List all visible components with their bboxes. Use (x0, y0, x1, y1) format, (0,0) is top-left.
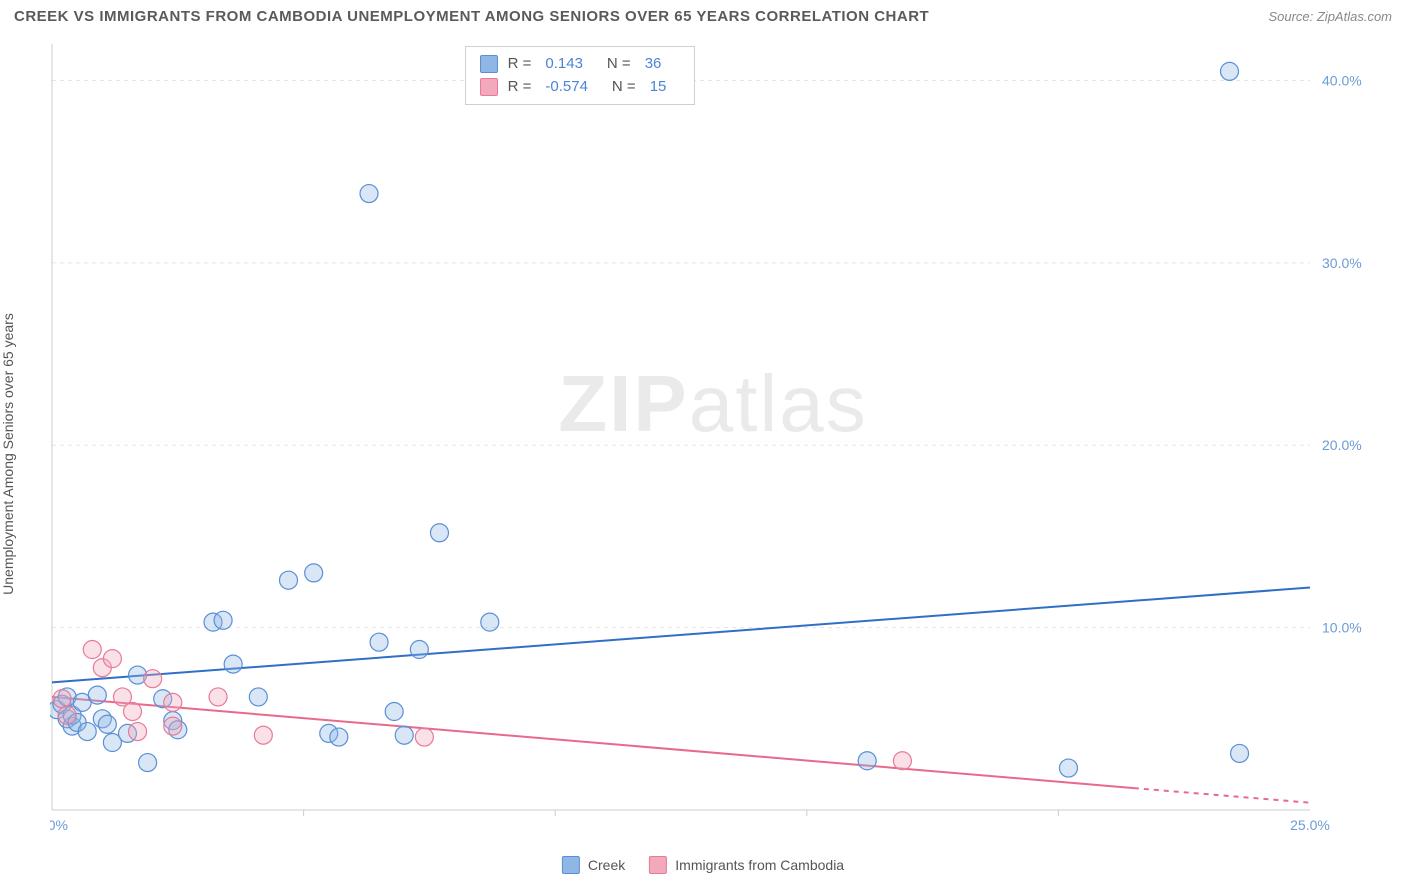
svg-text:40.0%: 40.0% (1322, 72, 1362, 88)
chart-header: CREEK VS IMMIGRANTS FROM CAMBODIA UNEMPL… (14, 8, 1392, 25)
svg-text:20.0%: 20.0% (1322, 437, 1362, 453)
correlation-stats-box: R =0.143N =36R =-0.574N =15 (465, 46, 696, 105)
y-axis-label: Unemployment Among Seniors over 65 years (0, 313, 16, 595)
svg-text:30.0%: 30.0% (1322, 255, 1362, 271)
chart-legend: Creek Immigrants from Cambodia (562, 856, 844, 874)
chart-title: CREEK VS IMMIGRANTS FROM CAMBODIA UNEMPL… (14, 8, 929, 25)
chart-plot-area: 10.0%20.0%30.0%40.0%0.0%25.0% ZIPatlas R… (50, 40, 1376, 832)
svg-text:0.0%: 0.0% (50, 817, 68, 832)
stats-row: R =0.143N =36 (480, 53, 681, 76)
scatter-chart-svg: 10.0% 20.0% 30.0% 40.0% 0.0% 25.0% (50, 40, 1376, 832)
svg-text:25.0%: 25.0% (1290, 817, 1330, 832)
source-attribution: Source: ZipAtlas.com (1268, 9, 1392, 24)
legend-swatch (649, 856, 667, 874)
svg-text:10.0%: 10.0% (1322, 620, 1362, 636)
legend-label: Creek (588, 857, 625, 873)
legend-swatch (562, 856, 580, 874)
legend-item: Immigrants from Cambodia (649, 856, 844, 874)
stats-row: R =-0.574N =15 (480, 76, 681, 99)
legend-item: Creek (562, 856, 625, 874)
stats-swatch (480, 78, 498, 96)
legend-label: Immigrants from Cambodia (675, 857, 844, 873)
stats-swatch (480, 55, 498, 73)
